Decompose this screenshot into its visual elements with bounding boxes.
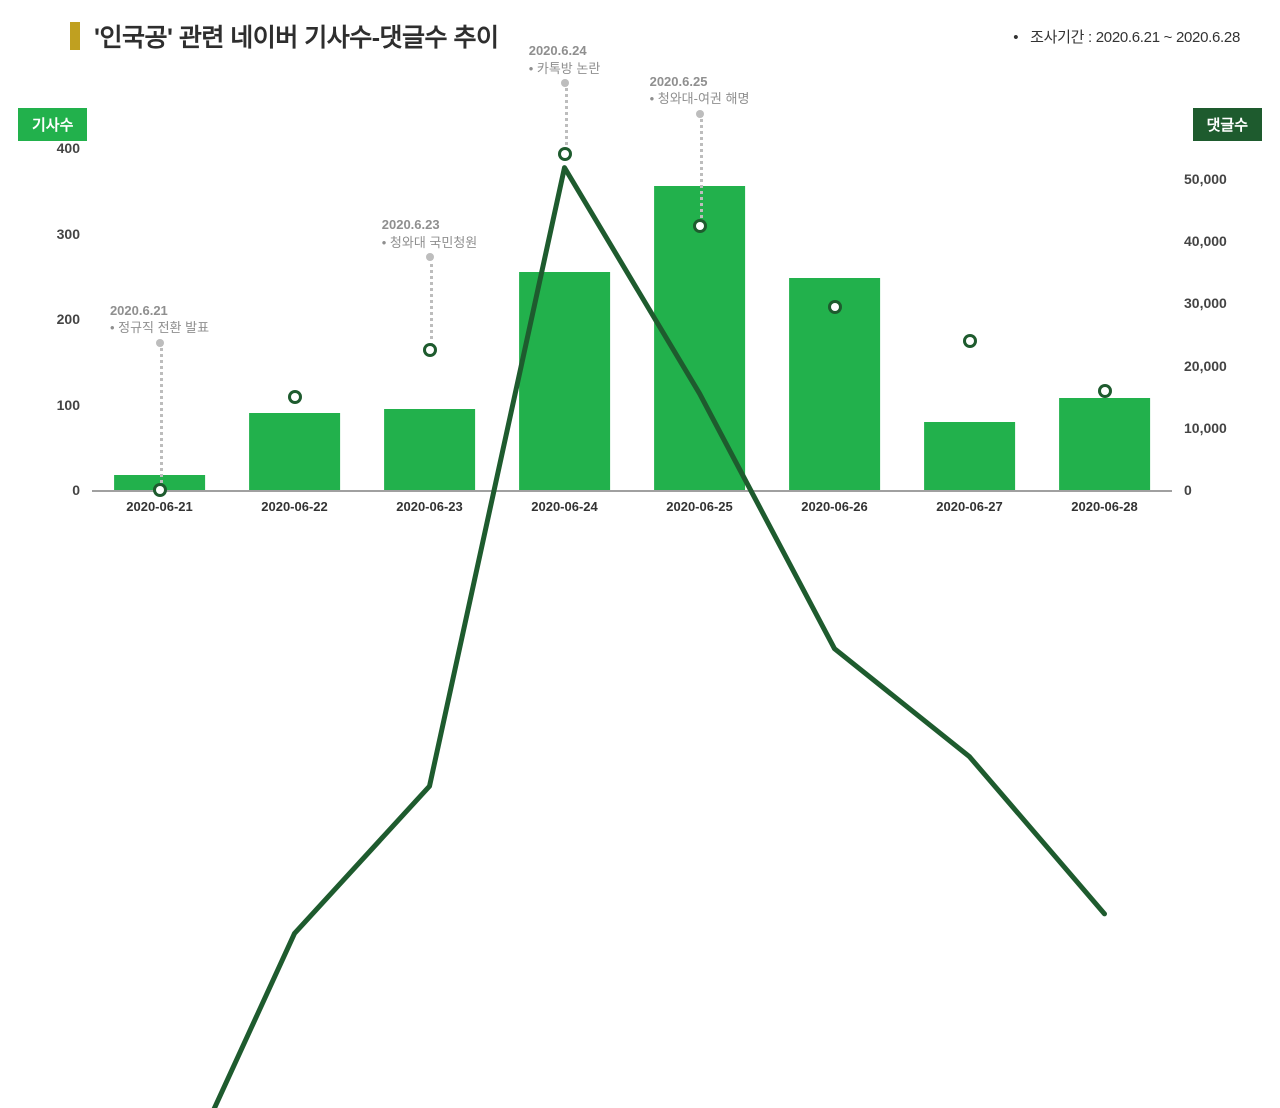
annotation-stem [430, 257, 433, 346]
chart-title: '인국공' 관련 네이버 기사수-댓글수 추이 [94, 18, 499, 54]
line-series [92, 148, 1172, 1108]
survey-period-text: 조사기간 : 2020.6.21 ~ 2020.6.28 [1030, 29, 1240, 46]
line-marker [153, 483, 167, 497]
line-marker [423, 343, 437, 357]
survey-period: • 조사기간 : 2020.6.21 ~ 2020.6.28 [1013, 26, 1240, 47]
line-marker [963, 334, 977, 348]
line-marker [828, 300, 842, 314]
line-path [160, 168, 1105, 1108]
line-marker [693, 219, 707, 233]
title-accent-bar [70, 22, 80, 50]
chart-header: '인국공' 관련 네이버 기사수-댓글수 추이 • 조사기간 : 2020.6.… [70, 18, 1240, 54]
annotation-dot [426, 253, 434, 261]
annotation-label: 2020.6.23• 청와대 국민청원 [382, 216, 478, 251]
y-tick-right: 10,000 [1184, 420, 1227, 436]
annotation-stem [160, 343, 163, 488]
combo-chart: 2020-06-212020-06-222020-06-232020-06-24… [92, 148, 1172, 516]
plot-area: 2020-06-212020-06-222020-06-232020-06-24… [92, 148, 1172, 492]
y-axis-right-label: 댓글수 [1193, 108, 1262, 141]
annotation-dot [561, 79, 569, 87]
annotation-dot [696, 110, 704, 118]
y-tick-left: 300 [57, 226, 80, 242]
bullet-icon: • [1013, 29, 1018, 46]
y-tick-left: 200 [57, 311, 80, 327]
y-tick-right: 40,000 [1184, 233, 1227, 249]
y-tick-right: 20,000 [1184, 358, 1227, 374]
annotation-label: 2020.6.21• 정규직 전환 발표 [110, 302, 209, 337]
line-marker [1098, 384, 1112, 398]
y-tick-right: 30,000 [1184, 295, 1227, 311]
annotation-stem [565, 83, 568, 151]
annotation-stem [700, 114, 703, 223]
y-tick-left: 400 [57, 140, 80, 156]
title-wrap: '인국공' 관련 네이버 기사수-댓글수 추이 [70, 18, 499, 54]
line-marker [558, 147, 572, 161]
annotation-dot [156, 339, 164, 347]
annotation-label: 2020.6.25• 청와대-여권 해명 [650, 73, 750, 108]
line-marker [288, 390, 302, 404]
y-axis-left-label: 기사수 [18, 108, 87, 141]
y-tick-left: 100 [57, 397, 80, 413]
y-tick-right: 0 [1184, 482, 1192, 498]
y-tick-right: 50,000 [1184, 171, 1227, 187]
annotation-label: 2020.6.24• 카톡방 논란 [529, 42, 601, 77]
y-tick-left: 0 [72, 482, 80, 498]
